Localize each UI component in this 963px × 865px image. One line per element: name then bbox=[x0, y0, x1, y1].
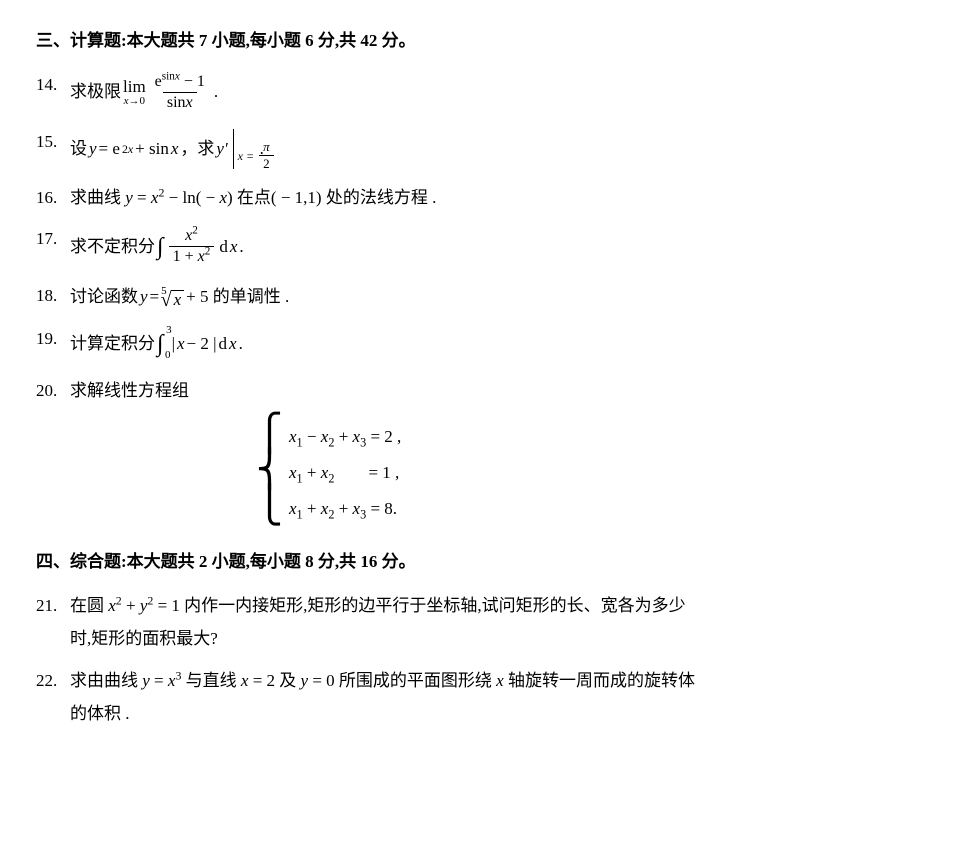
q15-text1: 设 bbox=[70, 136, 87, 162]
system-row-3: x1 + x2 + x3 = 8. bbox=[289, 491, 401, 527]
fifth-root: 5 √ x bbox=[161, 283, 184, 310]
q14-text: 求极限 bbox=[70, 79, 121, 105]
definite-integral-icon: ∫ 3 0 bbox=[157, 326, 164, 362]
question-15: 15. 设 y = e2x + sinx ，求 y′ x = π2 . bbox=[36, 129, 927, 169]
q22-line2: 的体积 . bbox=[70, 701, 927, 727]
q15-number: 15. bbox=[36, 129, 70, 155]
question-14: 14. 求极限 lim x→0 esinx − 1 sinx . bbox=[36, 72, 927, 113]
q14-fraction: esinx − 1 sinx bbox=[151, 72, 209, 113]
q16-number: 16. bbox=[36, 185, 70, 211]
question-22: 22. 求由曲线 y = x3 与直线 x = 2 及 y = 0 所围成的平面… bbox=[36, 668, 927, 727]
q19-number: 19. bbox=[36, 326, 70, 352]
system-row-1: x1 − x2 + x3 = 2 , bbox=[289, 419, 401, 455]
q14-number: 14. bbox=[36, 72, 70, 98]
question-21: 21. 在圆 x2 + y2 = 1 内作一内接矩形,矩形的边平行于坐标轴,试问… bbox=[36, 593, 927, 652]
section3-heading: 三、计算题:本大题共 7 小题,每小题 6 分,共 42 分。 bbox=[36, 28, 927, 54]
q17-fraction: x2 1 + x2 bbox=[169, 226, 215, 267]
limit-symbol: lim x→0 bbox=[123, 78, 146, 107]
question-17: 17. 求不定积分 ∫ x2 1 + x2 dx . bbox=[36, 226, 927, 267]
q17-number: 17. bbox=[36, 226, 70, 252]
linear-system: ⎧⎨⎩ x1 − x2 + x3 = 2 , x1 + x2 = 1 , x1 … bbox=[256, 419, 927, 527]
question-20: 20. 求解线性方程组 bbox=[36, 378, 927, 404]
q21-number: 21. bbox=[36, 593, 70, 619]
question-16: 16. 求曲线 y = x2 − ln( − x) 在点( − 1,1) 处的法… bbox=[36, 185, 927, 211]
integral-icon: ∫ bbox=[157, 229, 164, 265]
system-row-2: x1 + x2 = 1 , bbox=[289, 455, 401, 491]
left-brace-icon: ⎧⎨⎩ bbox=[256, 415, 283, 523]
q18-number: 18. bbox=[36, 283, 70, 309]
question-18: 18. 讨论函数 y = 5 √ x + 5 的单调性 . bbox=[36, 283, 927, 310]
q21-line2: 时,矩形的面积最大? bbox=[70, 626, 927, 652]
q20-number: 20. bbox=[36, 378, 70, 404]
section4-heading: 四、综合题:本大题共 2 小题,每小题 8 分,共 16 分。 bbox=[36, 549, 927, 575]
q22-number: 22. bbox=[36, 668, 70, 694]
q14-period: . bbox=[214, 79, 218, 105]
evaluation-bar: x = π2 bbox=[233, 129, 234, 169]
question-19: 19. 计算定积分 ∫ 3 0 |x − 2 |dx . bbox=[36, 326, 927, 362]
